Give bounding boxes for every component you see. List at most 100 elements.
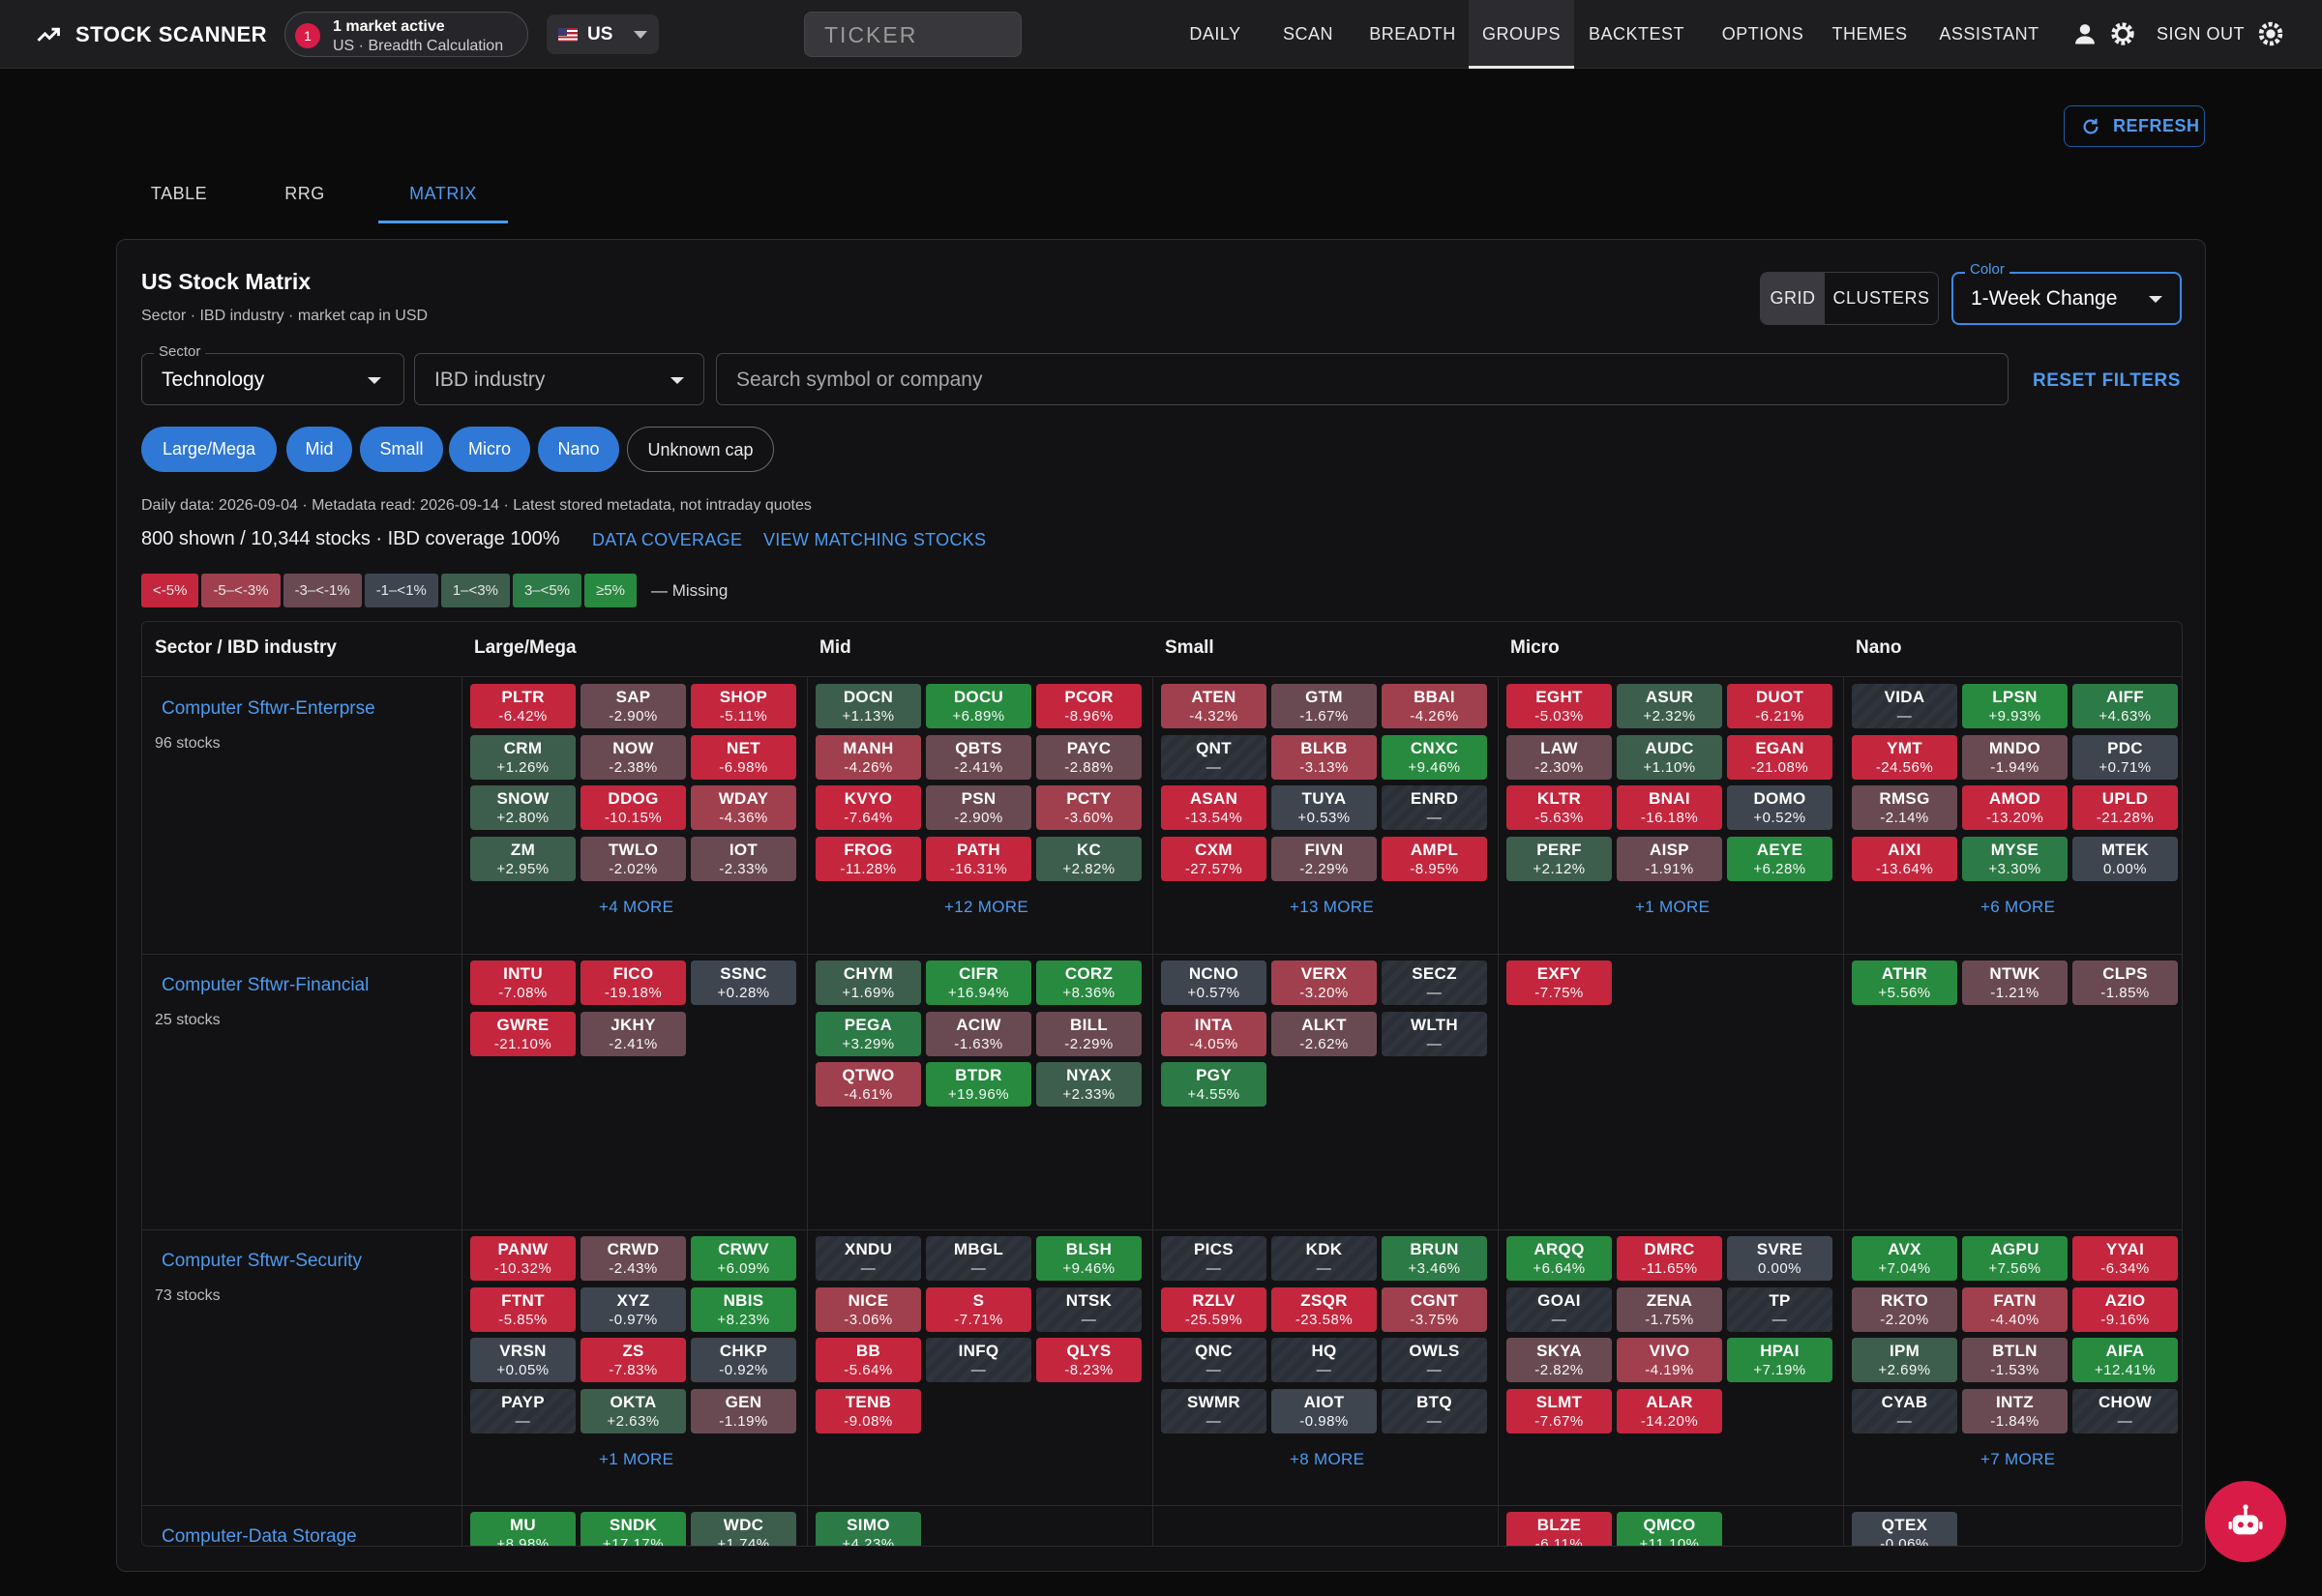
stock-tile[interactable]: KLTR -5.63% xyxy=(1506,785,1612,830)
cap-chip-unknown-cap[interactable]: Unknown cap xyxy=(627,427,774,472)
stock-tile[interactable]: KDK — xyxy=(1271,1236,1377,1281)
stock-tile[interactable]: MYSE +3.30% xyxy=(1962,836,2068,881)
nav-themes[interactable]: THEMES xyxy=(1831,24,1908,44)
stock-tile[interactable]: QTWO -4.61% xyxy=(816,1062,921,1107)
stock-tile[interactable]: MU +8.98% xyxy=(470,1512,576,1546)
stock-tile[interactable]: FATN -4.40% xyxy=(1962,1286,2068,1332)
stock-tile[interactable]: S -7.71% xyxy=(926,1286,1031,1332)
stock-tile[interactable]: PANW -10.32% xyxy=(470,1236,576,1281)
stock-tile[interactable]: INFQ — xyxy=(926,1338,1031,1382)
stock-tile[interactable]: PERF +2.12% xyxy=(1506,836,1612,881)
stock-tile[interactable]: AMOD -13.20% xyxy=(1962,785,2068,830)
stock-tile[interactable]: CYAB — xyxy=(1852,1388,1957,1433)
stock-tile[interactable]: PEGA +3.29% xyxy=(816,1011,921,1056)
stock-tile[interactable]: SHOP -5.11% xyxy=(691,684,796,728)
stock-tile[interactable]: MBGL — xyxy=(926,1236,1031,1281)
stock-tile[interactable]: ALKT -2.62% xyxy=(1271,1011,1377,1056)
account-icon[interactable] xyxy=(2071,20,2099,47)
stock-tile[interactable]: RMSG -2.14% xyxy=(1852,785,1957,830)
stock-tile[interactable]: MANH -4.26% xyxy=(816,734,921,780)
stock-tile[interactable]: QLYS -8.23% xyxy=(1036,1338,1142,1382)
stock-tile[interactable]: DOCU +6.89% xyxy=(926,684,1031,728)
nav-daily[interactable]: DAILY xyxy=(1189,24,1241,44)
stock-tile[interactable]: NYAX +2.33% xyxy=(1036,1062,1142,1107)
grid-view-button[interactable]: GRID xyxy=(1761,273,1825,324)
stock-tile[interactable]: FROG -11.28% xyxy=(816,836,921,881)
stock-tile[interactable]: BTDR +19.96% xyxy=(926,1062,1031,1107)
stock-tile[interactable]: BLKB -3.13% xyxy=(1271,734,1377,780)
stock-tile[interactable]: CRWD -2.43% xyxy=(580,1236,686,1281)
stock-tile[interactable]: BILL -2.29% xyxy=(1036,1011,1142,1056)
stock-tile[interactable]: BTQ — xyxy=(1382,1388,1487,1433)
stock-tile[interactable]: CORZ +8.36% xyxy=(1036,961,1142,1005)
stock-tile[interactable]: ENRD — xyxy=(1382,785,1487,830)
nav-backtest[interactable]: BACKTEST xyxy=(1588,24,1685,44)
stock-tile[interactable]: FTNT -5.85% xyxy=(470,1286,576,1332)
stock-tile[interactable]: BLZE -6.11% xyxy=(1506,1512,1612,1546)
stock-tile[interactable]: INTU -7.08% xyxy=(470,961,576,1005)
symbol-search-input[interactable]: Search symbol or company xyxy=(716,353,2009,405)
stock-tile[interactable]: PDC +0.71% xyxy=(2072,734,2178,780)
stock-tile[interactable]: BLSH +9.46% xyxy=(1036,1236,1142,1281)
stock-tile[interactable]: WDAY -4.36% xyxy=(691,785,796,830)
more-stocks-link[interactable]: +4 MORE xyxy=(599,898,674,916)
stock-tile[interactable]: BTLN -1.53% xyxy=(1962,1338,2068,1382)
stock-tile[interactable]: BNAI -16.18% xyxy=(1617,785,1722,830)
cap-chip-large-mega[interactable]: Large/Mega xyxy=(141,427,277,472)
stock-tile[interactable]: NTWK -1.21% xyxy=(1962,961,2068,1005)
tab-table[interactable]: TABLE xyxy=(150,184,208,203)
stock-tile[interactable]: CIFR +16.94% xyxy=(926,961,1031,1005)
stock-tile[interactable]: ATHR +5.56% xyxy=(1852,961,1957,1005)
stock-tile[interactable]: BBAI -4.26% xyxy=(1382,684,1487,728)
stock-tile[interactable]: TUYA +0.53% xyxy=(1271,785,1377,830)
more-stocks-link[interactable]: +8 MORE xyxy=(1290,1450,1365,1468)
stock-tile[interactable]: GWRE -21.10% xyxy=(470,1011,576,1056)
nav-options[interactable]: OPTIONS xyxy=(1721,24,1804,44)
stock-tile[interactable]: ZSQR -23.58% xyxy=(1271,1286,1377,1332)
stock-tile[interactable]: ZM +2.95% xyxy=(470,836,576,881)
stock-tile[interactable]: AIOT -0.98% xyxy=(1271,1388,1377,1433)
stock-tile[interactable]: AVX +7.04% xyxy=(1852,1236,1957,1281)
stock-tile[interactable]: DOMO +0.52% xyxy=(1727,785,1832,830)
cap-chip-nano[interactable]: Nano xyxy=(538,427,619,472)
reset-filters-button[interactable]: RESET FILTERS xyxy=(2033,370,2181,391)
assistant-fab[interactable] xyxy=(2205,1481,2286,1562)
stock-tile[interactable]: KVYO -7.64% xyxy=(816,785,921,830)
stock-tile[interactable]: NET -6.98% xyxy=(691,734,796,780)
stock-tile[interactable]: VIVO -4.19% xyxy=(1617,1338,1722,1382)
gear-icon[interactable] xyxy=(2109,20,2136,47)
stock-tile[interactable]: CGNT -3.75% xyxy=(1382,1286,1487,1332)
stock-tile[interactable]: YYAI -6.34% xyxy=(2072,1236,2178,1281)
stock-tile[interactable]: UPLD -21.28% xyxy=(2072,785,2178,830)
more-stocks-link[interactable]: +6 MORE xyxy=(1980,898,2056,916)
stock-tile[interactable]: ZENA -1.75% xyxy=(1617,1286,1722,1332)
stock-tile[interactable]: GTM -1.67% xyxy=(1271,684,1377,728)
stock-tile[interactable]: AZIO -9.16% xyxy=(2072,1286,2178,1332)
stock-tile[interactable]: NOW -2.38% xyxy=(580,734,686,780)
stock-tile[interactable]: PGY +4.55% xyxy=(1161,1062,1266,1107)
stock-tile[interactable]: MNDO -1.94% xyxy=(1962,734,2068,780)
stock-tile[interactable]: QBTS -2.41% xyxy=(926,734,1031,780)
stock-tile[interactable]: EGAN -21.08% xyxy=(1727,734,1832,780)
stock-tile[interactable]: EXFY -7.75% xyxy=(1506,961,1612,1005)
stock-tile[interactable]: PAYC -2.88% xyxy=(1036,734,1142,780)
more-stocks-link[interactable]: +12 MORE xyxy=(944,898,1028,916)
stock-tile[interactable]: AIFF +4.63% xyxy=(2072,684,2178,728)
stock-tile[interactable]: SNOW +2.80% xyxy=(470,785,576,830)
stock-tile[interactable]: NTSK — xyxy=(1036,1286,1142,1332)
stock-tile[interactable]: CNXC +9.46% xyxy=(1382,734,1487,780)
stock-tile[interactable]: AIXI -13.64% xyxy=(1852,836,1957,881)
nav-breadth[interactable]: BREADTH xyxy=(1369,24,1456,44)
ticker-input[interactable]: TICKER xyxy=(804,12,1022,57)
more-stocks-link[interactable]: +1 MORE xyxy=(1635,898,1711,916)
stock-tile[interactable]: ASUR +2.32% xyxy=(1617,684,1722,728)
refresh-button[interactable]: REFRESH xyxy=(2064,105,2205,147)
industry-link[interactable]: Computer Sftwr-Financial xyxy=(162,975,370,995)
stock-tile[interactable]: AMPL -8.95% xyxy=(1382,836,1487,881)
stock-tile[interactable]: AISP -1.91% xyxy=(1617,836,1722,881)
stock-tile[interactable]: INTZ -1.84% xyxy=(1962,1388,2068,1433)
region-select[interactable]: US xyxy=(547,15,659,54)
stock-tile[interactable]: PSN -2.90% xyxy=(926,785,1031,830)
stock-tile[interactable]: TP — xyxy=(1727,1286,1832,1332)
stock-tile[interactable]: SWMR — xyxy=(1161,1388,1266,1433)
